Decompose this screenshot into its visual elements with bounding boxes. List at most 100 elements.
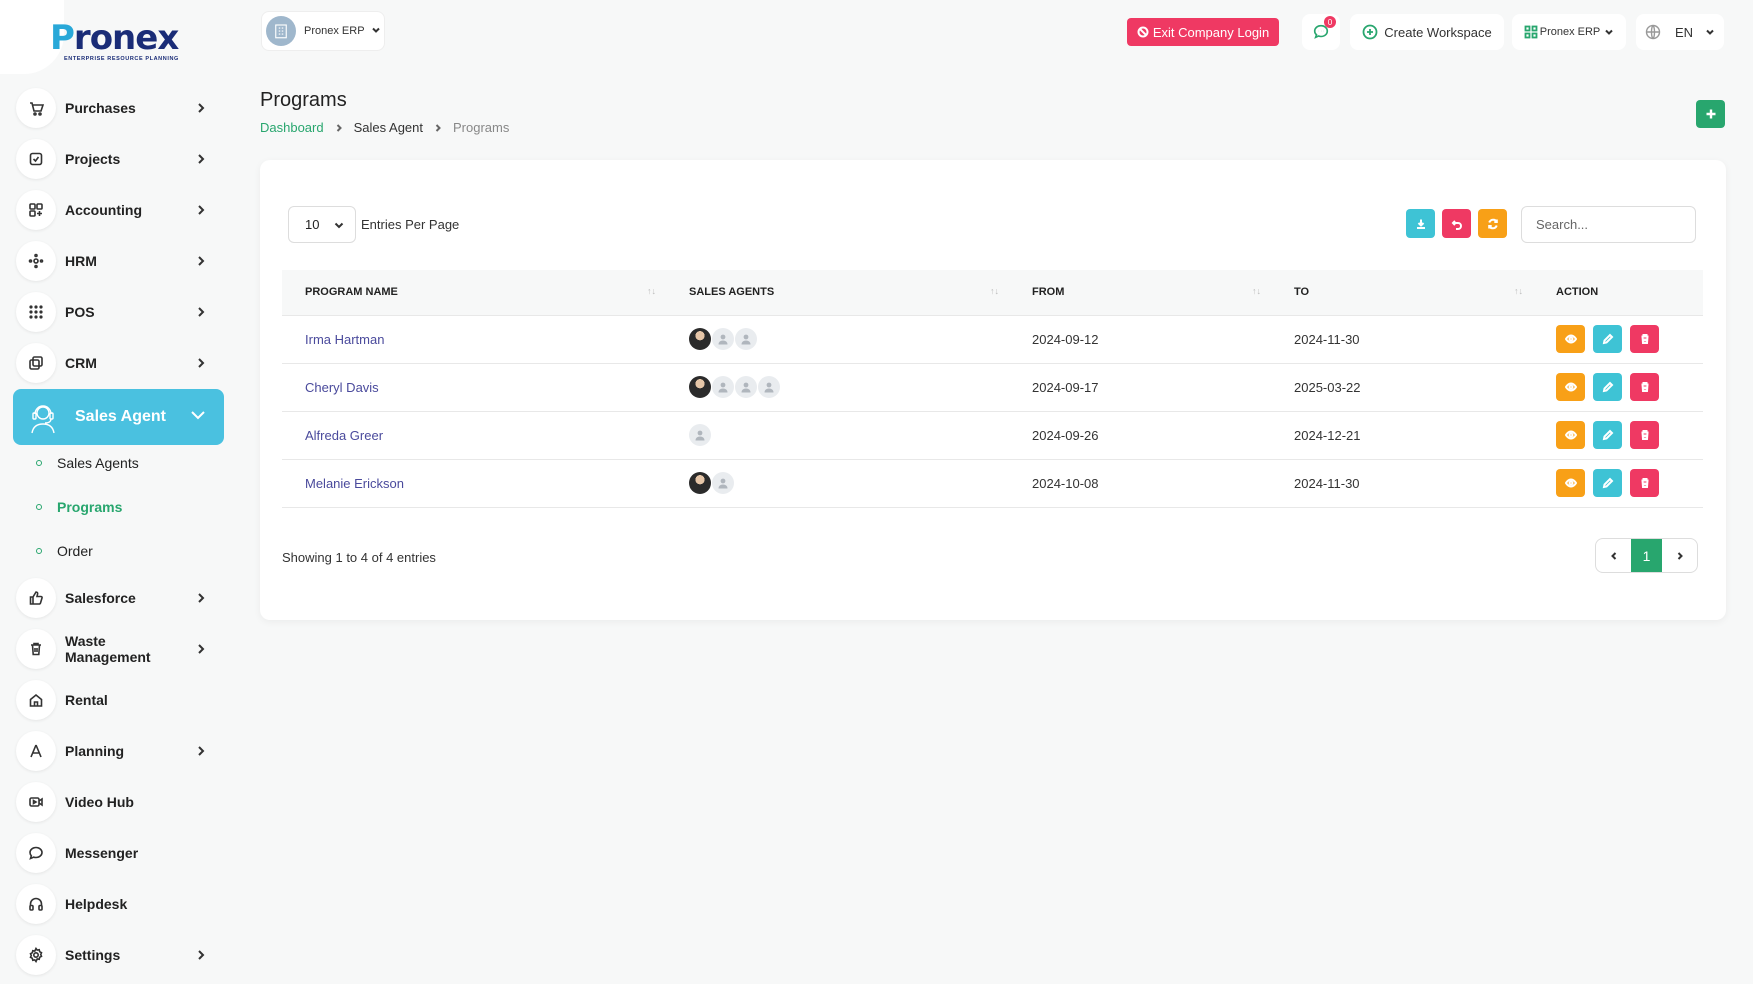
chevron-right-icon: [194, 152, 208, 166]
plus-icon: [1706, 109, 1715, 119]
sidebar-item-rental[interactable]: Rental: [16, 680, 224, 720]
sidebar-item-video-hub[interactable]: Video Hub: [16, 782, 224, 822]
language-select[interactable]: EN: [1636, 14, 1724, 50]
column-header: ACTION: [1533, 270, 1703, 316]
sidebar-subitem-order[interactable]: Order: [36, 539, 93, 563]
column-to: TO: [1294, 286, 1310, 299]
delete-button[interactable]: [1630, 325, 1659, 353]
sidebar-item-settings[interactable]: Settings: [16, 935, 224, 975]
page-title: Programs: [260, 89, 347, 111]
view-button[interactable]: [1556, 421, 1585, 449]
delete-button[interactable]: [1630, 373, 1659, 401]
sidebar-item-label: Helpdesk: [65, 896, 128, 912]
entries-label: Entries Per Page: [361, 217, 460, 232]
sidebar-item-sales-agent[interactable]: Sales Agent: [13, 389, 224, 445]
undo-button[interactable]: [1442, 209, 1471, 238]
logo[interactable]: Pronex ENTERPRISE RESOURCE PLANNING: [50, 18, 182, 66]
messages-button[interactable]: 0: [1302, 14, 1340, 50]
sidebar-item-purchases[interactable]: Purchases: [16, 88, 224, 128]
sidebar-item-crm[interactable]: CRM: [16, 343, 224, 383]
view-button[interactable]: [1556, 325, 1585, 353]
avatar: [689, 328, 711, 350]
edit-button[interactable]: [1593, 421, 1622, 449]
thumbs-up-icon: [16, 578, 56, 618]
column-header[interactable]: SALES AGENTS ↑↓: [666, 270, 1009, 316]
chevron-left-icon: [1610, 551, 1616, 560]
table-body: Irma Hartman 2024-09-12 2024-11-30 Cheryl D…: [282, 315, 1703, 508]
create-workspace-button[interactable]: Create Workspace: [1350, 14, 1504, 50]
avatar: [689, 472, 711, 494]
sidebar-item-projects[interactable]: Projects: [16, 139, 224, 179]
company-name: Pronex ERP: [1539, 26, 1601, 38]
sidebar-item-messenger[interactable]: Messenger: [16, 833, 224, 873]
chevron-right-icon: [194, 203, 208, 217]
next-page-button[interactable]: [1662, 539, 1697, 572]
sales-agents-cell: [666, 363, 1009, 412]
sidebar-subitem-sales-agents[interactable]: Sales Agents: [36, 451, 139, 475]
breadcrumb-sales-agent[interactable]: Sales Agent: [353, 120, 423, 135]
sidebar-item-label: POS: [65, 304, 95, 320]
edit-button[interactable]: [1593, 325, 1622, 353]
sort-icon: ↑↓: [1514, 286, 1523, 296]
workspace-select[interactable]: Pronex ERP: [261, 11, 385, 51]
sales-agents-cell: [666, 411, 1009, 460]
company-select[interactable]: Pronex ERP: [1512, 14, 1626, 50]
sidebar-item-accounting[interactable]: Accounting: [16, 190, 224, 230]
chevron-right-icon: [194, 948, 208, 962]
sidebar-subitem-programs[interactable]: Programs: [36, 495, 122, 519]
sidebar-item-helpdesk[interactable]: Helpdesk: [16, 884, 224, 924]
compass-icon: [16, 731, 56, 771]
sidebar-item-planning[interactable]: Planning: [16, 731, 224, 771]
entries-select[interactable]: 10: [288, 206, 356, 243]
sort-icon: ↑↓: [1252, 286, 1261, 296]
column-header[interactable]: TO ↑↓: [1271, 270, 1533, 316]
search-input[interactable]: [1521, 206, 1696, 243]
sidebar-item-salesforce[interactable]: Salesforce: [16, 578, 224, 618]
sidebar-item-label: CRM: [65, 355, 97, 371]
chevron-right-icon: [1677, 551, 1683, 560]
edit-button[interactable]: [1593, 373, 1622, 401]
delete-button[interactable]: [1630, 469, 1659, 497]
sidebar-item-waste-management[interactable]: Waste Management: [16, 629, 224, 669]
trash-icon: [16, 629, 56, 669]
workspace-name: Pronex ERP: [304, 25, 365, 37]
bullet-icon: [36, 504, 42, 510]
view-button[interactable]: [1556, 373, 1585, 401]
chevron-right-icon: [194, 356, 208, 370]
table-row: Melanie Erickson 2024-10-08 2024-11-30: [282, 459, 1703, 508]
pencil-icon: [1602, 477, 1613, 489]
view-button[interactable]: [1556, 469, 1585, 497]
program-name-link[interactable]: Irma Hartman: [282, 315, 666, 364]
refresh-button[interactable]: [1478, 209, 1507, 238]
network-icon: [16, 241, 56, 281]
logo-letter: P: [50, 18, 75, 58]
program-name-link[interactable]: Cheryl Davis: [282, 363, 666, 412]
to-date: 2024-11-30: [1271, 315, 1533, 364]
from-date: 2024-09-26: [1009, 411, 1271, 460]
export-button[interactable]: [1406, 209, 1435, 238]
column-header[interactable]: PROGRAM NAME ↑↓: [282, 270, 666, 316]
avatar-placeholder-icon: [758, 376, 780, 398]
sidebar-item-hrm[interactable]: HRM: [16, 241, 224, 281]
entries-per-page: 10 Entries Per Page: [288, 206, 459, 243]
sort-icon: ↑↓: [647, 286, 656, 296]
edit-button[interactable]: [1593, 469, 1622, 497]
column-header[interactable]: FROM ↑↓: [1009, 270, 1271, 316]
add-program-button[interactable]: [1696, 100, 1725, 128]
chevron-right-icon: [194, 101, 208, 115]
sidebar-item-label: Planning: [65, 743, 125, 759]
chevron-right-icon: [334, 123, 344, 133]
chevron-right-icon: [194, 254, 208, 268]
program-name-link[interactable]: Alfreda Greer: [282, 411, 666, 460]
table-row: Cheryl Davis 2024-09-17 2025-03-22: [282, 363, 1703, 412]
exit-company-login-button[interactable]: Exit Company Login: [1127, 18, 1279, 46]
page-1-button[interactable]: 1: [1631, 539, 1662, 572]
delete-button[interactable]: [1630, 421, 1659, 449]
sidebar-item-pos[interactable]: POS: [16, 292, 224, 332]
prev-page-button[interactable]: [1596, 539, 1631, 572]
program-name-link[interactable]: Melanie Erickson: [282, 459, 666, 508]
grid-icon: [16, 190, 56, 230]
breadcrumb-dashboard[interactable]: Dashboard: [260, 120, 324, 135]
avatar-placeholder-icon: [712, 328, 734, 350]
pagination: 1: [1595, 538, 1698, 573]
